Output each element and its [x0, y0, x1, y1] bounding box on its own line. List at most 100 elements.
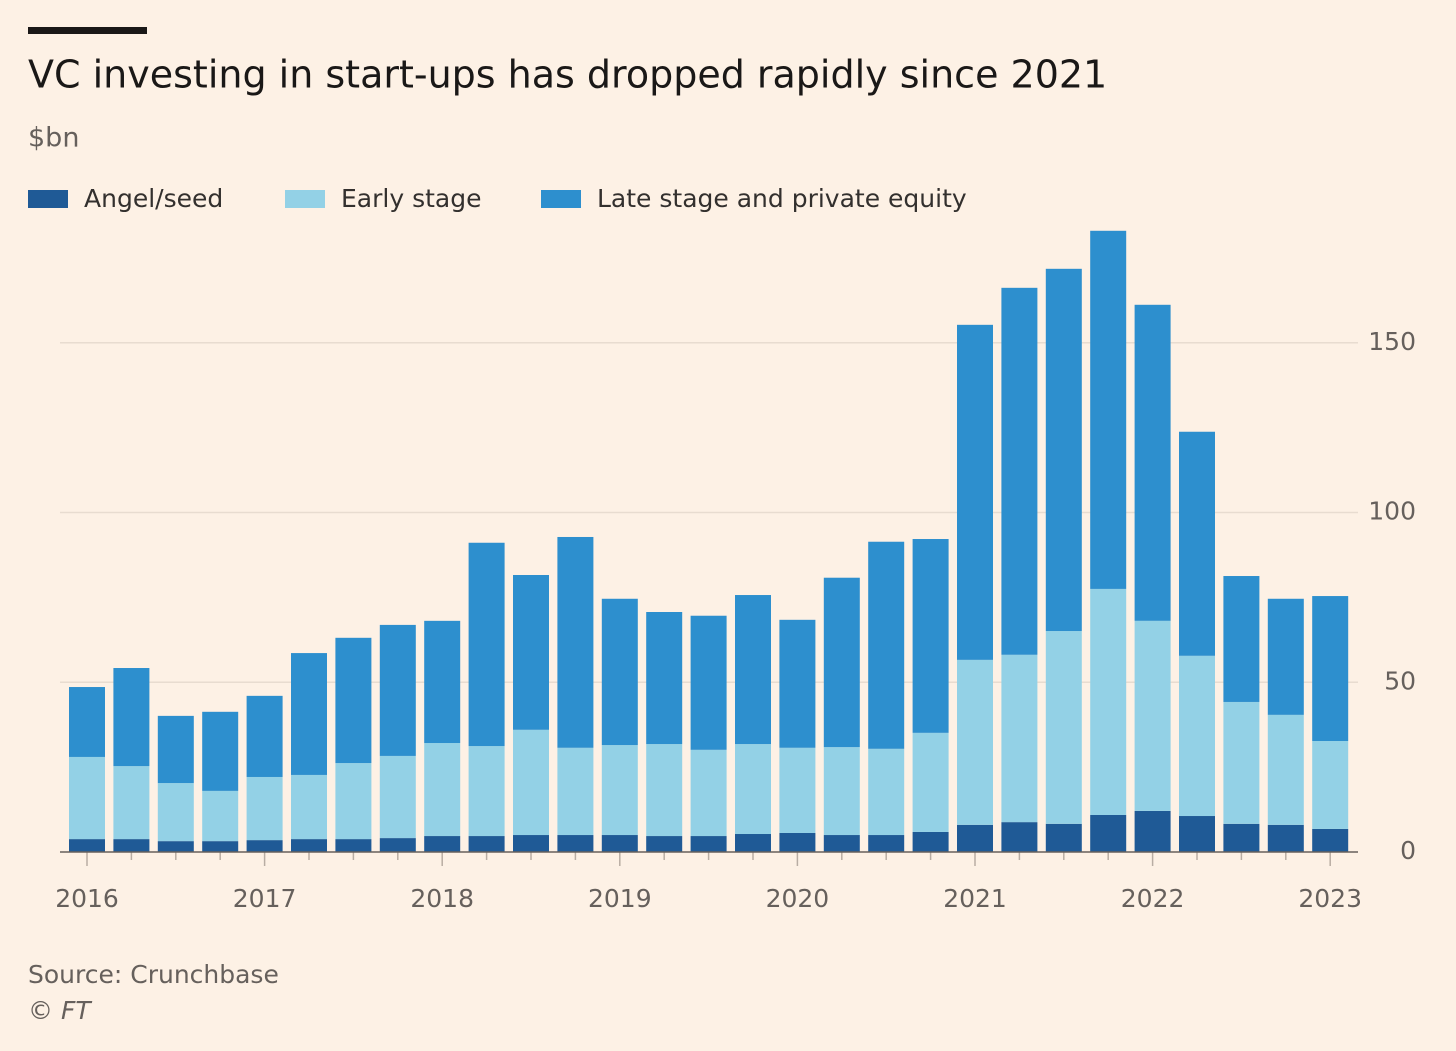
bar-segment	[113, 839, 150, 852]
bar-segment	[246, 840, 283, 852]
x-tick-label: 2022	[1121, 884, 1185, 913]
bar-segment	[601, 835, 638, 852]
bar-segment	[1223, 701, 1260, 824]
bar-segment	[646, 744, 683, 837]
bar-segment	[1179, 431, 1215, 656]
bar-segment	[69, 839, 105, 852]
bar-segment	[1267, 714, 1304, 825]
bar-segment	[1001, 654, 1038, 823]
chart-subtitle: $bn	[28, 123, 79, 154]
bar-segment	[468, 542, 505, 747]
bar-segment	[1045, 823, 1082, 852]
bar-segment	[113, 668, 150, 767]
bar-segment	[513, 575, 549, 730]
bar-segment	[335, 839, 372, 852]
bar-segment	[379, 624, 416, 756]
bar-segment	[690, 749, 727, 837]
bar-segment	[335, 763, 372, 840]
bar-segment	[690, 615, 727, 750]
bar-segment	[779, 747, 816, 833]
bar-segment	[557, 536, 594, 748]
bar-segment	[379, 838, 416, 852]
bar-segment	[379, 755, 416, 839]
bar-segment	[1090, 588, 1127, 815]
bar-segment	[1312, 828, 1349, 852]
legend-label: Early stage	[341, 184, 481, 213]
bar-segment	[424, 836, 461, 852]
bar-segment	[868, 541, 905, 749]
bar-segment	[513, 729, 549, 836]
y-tick-label: 0	[1400, 836, 1416, 865]
x-tick-label: 2017	[233, 884, 297, 913]
bar-segment	[735, 595, 771, 745]
bar-segment	[1090, 814, 1127, 852]
bar-segment	[1045, 631, 1082, 824]
bar-segment	[601, 598, 638, 746]
bar-segment	[1179, 816, 1215, 852]
legend-swatch	[285, 190, 325, 208]
bar-segment	[957, 824, 993, 852]
bar-segment	[202, 841, 239, 852]
bar-segment	[912, 831, 949, 852]
bar-segment	[957, 659, 993, 825]
bar-segment	[424, 620, 461, 744]
bar-segment	[1045, 268, 1082, 632]
bar-segment	[291, 653, 327, 775]
bar-segment	[912, 732, 949, 832]
bar-segment	[646, 612, 683, 745]
legend-label: Angel/seed	[84, 184, 223, 213]
bar-segment	[157, 841, 194, 852]
bar-segment	[291, 839, 327, 852]
bar-segment	[868, 835, 905, 852]
bar-segment	[424, 743, 461, 837]
bar-segment	[157, 783, 194, 842]
bar-segment	[1001, 287, 1038, 655]
bar-segment	[779, 619, 816, 748]
bar-segment	[646, 836, 683, 852]
bar-segment	[912, 539, 949, 733]
bar-segment	[823, 577, 860, 748]
bar-segment	[1134, 810, 1171, 852]
bar-segment	[113, 766, 150, 840]
x-tick-label: 2021	[943, 884, 1007, 913]
bar-segment	[468, 746, 505, 837]
bar-segment	[1223, 823, 1260, 852]
legend-swatch	[28, 190, 68, 208]
source: Source: Crunchbase	[28, 960, 279, 989]
bar-segment	[202, 711, 239, 791]
bar-segment	[735, 744, 771, 835]
bar-segment	[1134, 304, 1171, 621]
bar-segment	[157, 715, 194, 784]
x-tick-label: 2018	[410, 884, 474, 913]
y-tick-label: 150	[1368, 327, 1416, 356]
bar-segment	[246, 695, 283, 777]
legend-label: Late stage and private equity	[597, 184, 967, 213]
legend-swatch	[541, 190, 581, 208]
bar-segment	[1179, 655, 1215, 817]
bar-segment	[690, 836, 727, 852]
x-tick-label: 2019	[588, 884, 652, 913]
bar-segment	[513, 835, 549, 852]
bar-segment	[557, 835, 594, 852]
bar-segment	[868, 748, 905, 836]
bar-segment	[202, 790, 239, 842]
bar-segment	[335, 637, 372, 764]
bar-segment	[735, 834, 771, 852]
bar-segment	[1134, 620, 1171, 811]
title-accent	[28, 27, 147, 34]
bar-segment	[779, 832, 816, 852]
bar-segment	[1312, 596, 1349, 741]
bar-segment	[957, 324, 993, 660]
bar-segment	[1223, 576, 1260, 702]
bar-segment	[557, 747, 594, 836]
bar-segment	[1267, 598, 1304, 715]
x-tick-label: 2023	[1298, 884, 1362, 913]
bar-segment	[69, 756, 105, 840]
y-tick-label: 50	[1384, 666, 1416, 695]
bar-segment	[246, 776, 283, 841]
bar-segment	[69, 687, 105, 757]
chart-title: VC investing in start-ups has dropped ra…	[28, 53, 1107, 97]
bar-segment	[291, 774, 327, 840]
